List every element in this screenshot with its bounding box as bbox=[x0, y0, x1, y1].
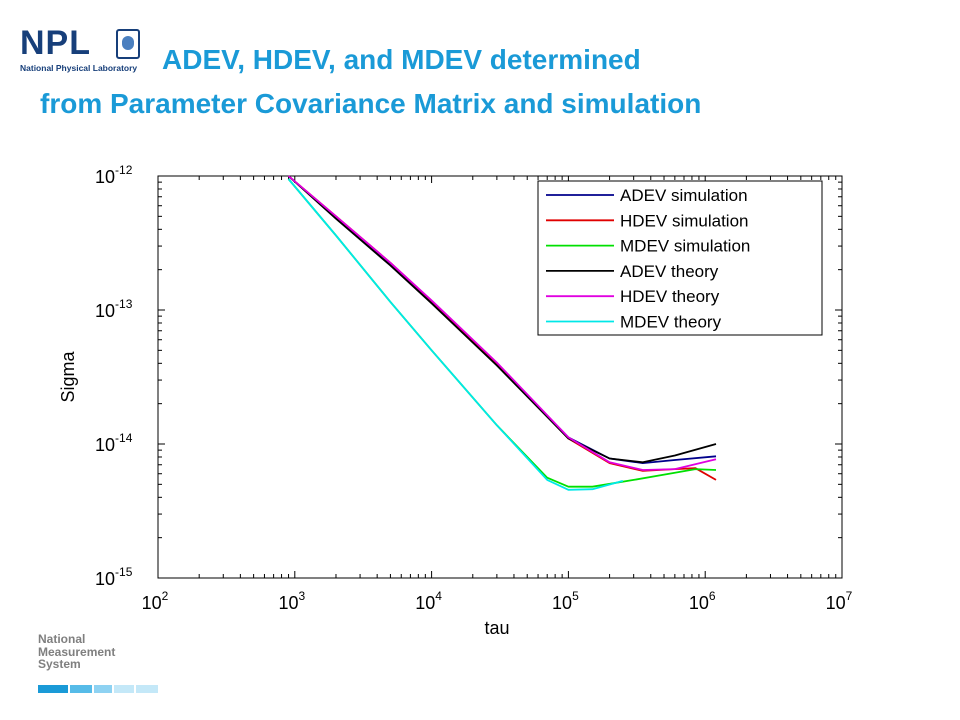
page-title-line1: ADEV, HDEV, and MDEV determined bbox=[162, 44, 641, 75]
nms-bar-segment bbox=[94, 685, 112, 693]
y-axis-label: Sigma bbox=[58, 351, 78, 403]
series-line-mdev-theory bbox=[287, 178, 624, 491]
legend-label: ADEV simulation bbox=[620, 186, 748, 205]
legend-label: MDEV theory bbox=[620, 313, 722, 332]
legend-label: HDEV simulation bbox=[620, 211, 749, 230]
nms-bar-segment bbox=[136, 685, 158, 693]
crest-icon bbox=[116, 29, 140, 59]
page-title-line2: from Parameter Covariance Matrix and sim… bbox=[40, 88, 702, 119]
nms-line-3: System bbox=[38, 657, 81, 671]
legend-label: MDEV simulation bbox=[620, 237, 750, 256]
x-tick-label: 103 bbox=[278, 589, 305, 613]
x-tick-label: 107 bbox=[826, 589, 853, 613]
y-tick-labels: 10-12 10-13 10-14 10-15 bbox=[95, 163, 133, 589]
legend-label: HDEV theory bbox=[620, 287, 720, 306]
y-tick-label: 10-15 bbox=[95, 565, 133, 589]
minor-ticks bbox=[157, 176, 842, 579]
nms-logo: National Measurement System bbox=[38, 633, 158, 695]
legend: ADEV simulation HDEV simulation MDEV simul… bbox=[537, 180, 823, 336]
y-tick-label: 10-13 bbox=[95, 297, 133, 321]
x-tick-label: 106 bbox=[689, 589, 716, 613]
x-tick-labels: 102 103 104 105 106 107 bbox=[142, 589, 853, 613]
series-line-hdev-theory bbox=[287, 175, 717, 471]
nms-bar-segment bbox=[38, 685, 68, 693]
x-tick-label: 104 bbox=[415, 589, 442, 613]
nms-bar-segment bbox=[70, 685, 92, 693]
y-tick-label: 10-14 bbox=[95, 431, 133, 455]
series-lines bbox=[287, 175, 717, 491]
nms-line-1: National bbox=[38, 632, 86, 646]
legend-box bbox=[537, 180, 823, 336]
legend-label: ADEV theory bbox=[620, 262, 719, 281]
series-line-adev-theory bbox=[287, 175, 717, 464]
npl-logo-subtitle: National Physical Laboratory bbox=[20, 63, 138, 73]
npl-logo: NPL National Physical Laboratory bbox=[20, 26, 140, 76]
y-tick-label: 10-12 bbox=[95, 163, 133, 187]
x-axis-label: tau bbox=[484, 618, 509, 638]
nms-bar-segment bbox=[114, 685, 134, 693]
nms-line-2: Measurement bbox=[38, 644, 116, 659]
x-tick-label: 102 bbox=[142, 589, 169, 613]
x-tick-label: 105 bbox=[552, 589, 579, 613]
npl-logo-text: NPL bbox=[20, 24, 91, 62]
